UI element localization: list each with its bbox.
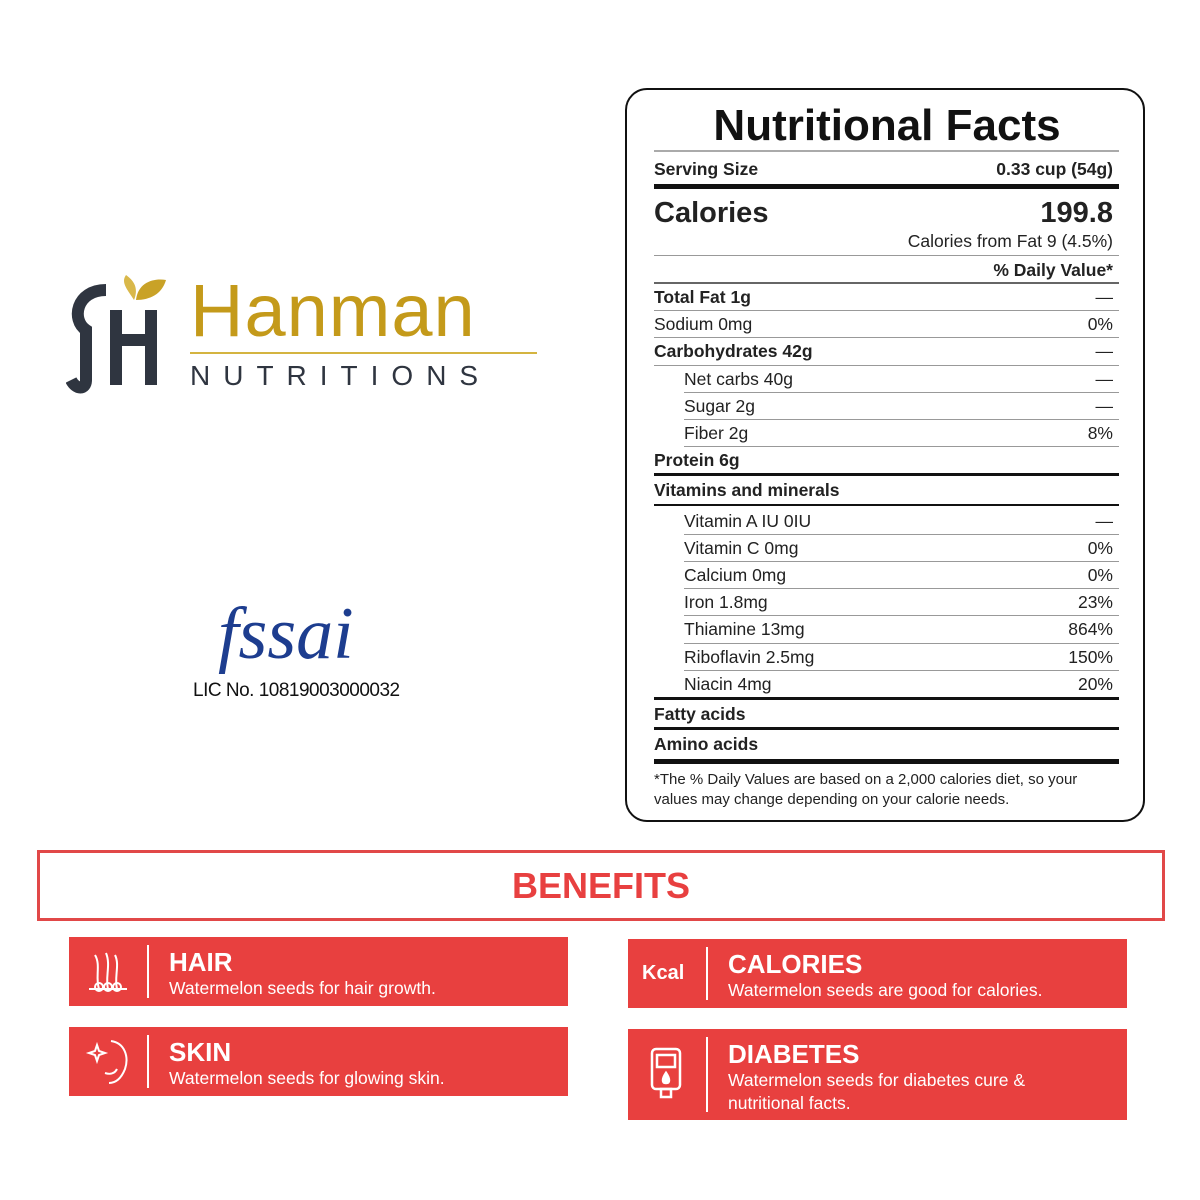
nutrient-value: 150% <box>1068 646 1113 667</box>
nutrient-value: 8% <box>1087 423 1113 443</box>
nutrient-label: Net carbs 40g <box>684 368 793 389</box>
brand-name: Hanman <box>190 269 476 352</box>
calories-value: 199.8 <box>1040 197 1113 229</box>
nutrient-value: — <box>1095 341 1114 362</box>
skin-icon <box>85 1040 128 1084</box>
benefit-card: SKIN Watermelon seeds for glowing skin. <box>69 1027 568 1096</box>
row-rule <box>654 364 1119 366</box>
daily-value-header: % Daily Value* <box>993 260 1113 280</box>
nutrient-label: Calcium 0mg <box>684 565 787 585</box>
nutrient-value: — <box>1095 395 1114 416</box>
nutrient-label: Protein 6g <box>654 450 740 471</box>
calories-from-fat: Calories from Fat 9 (4.5%) <box>907 231 1113 251</box>
nutrient-value: 23% <box>1077 592 1113 613</box>
nutrient-label: Carbohydrates 42g <box>654 341 813 362</box>
nutrient-label: Sugar 2g <box>684 395 756 416</box>
nutrient-label: Niacin 4mg <box>684 673 772 694</box>
nutrient-label: Sodium 0mg <box>654 314 753 335</box>
benefit-card: Kcal CALORIES Watermelon seeds are good … <box>628 939 1127 1008</box>
nutrient-value: 0% <box>1087 314 1113 335</box>
row-rule <box>684 561 1119 562</box>
rule <box>654 184 1119 189</box>
rule <box>654 697 1119 700</box>
benefit-text: Watermelon seeds for diabetes cure & nut… <box>728 1070 1025 1113</box>
benefit-title: HAIR <box>169 947 233 977</box>
nutrient-label: Fatty acids <box>654 704 746 724</box>
benefits-banner: BENEFITS <box>37 850 1165 921</box>
nutrition-panel: Nutritional Facts Serving Size 0.33 cup … <box>625 88 1145 822</box>
benefit-text: Watermelon seeds for hair growth. <box>169 978 436 998</box>
nutrient-label: Vitamin A IU 0IU <box>684 510 812 531</box>
benefit-card: HAIR Watermelon seeds for hair growth. <box>69 937 568 1006</box>
serving-label: Serving Size <box>654 159 759 179</box>
rule <box>654 727 1119 730</box>
calories-label: Calories <box>654 197 769 229</box>
row-rule <box>684 642 1119 644</box>
nutrient-label: Fiber 2g <box>684 423 749 443</box>
nutrient-label: Vitamins and minerals <box>654 480 840 501</box>
row-rule <box>654 310 1119 312</box>
footnote: *The % Daily Values are based on a 2,000… <box>654 771 1078 808</box>
nutrient-value: — <box>1095 287 1114 307</box>
benefit-card: DIABETES Watermelon seeds for diabetes c… <box>628 1029 1127 1120</box>
nutrient-value: 0% <box>1087 537 1113 558</box>
license-number: LIC No. 10819003000032 <box>193 680 400 701</box>
row-rule <box>684 615 1119 617</box>
fssai-mark: fssai <box>218 593 354 675</box>
nutrition-title: Nutritional Facts <box>713 101 1061 150</box>
benefit-text: Watermelon seeds for glowing skin. <box>169 1068 445 1088</box>
row-rule <box>684 419 1119 420</box>
rule <box>654 759 1119 765</box>
nutrient-value: — <box>1095 510 1114 531</box>
nutrient-label: Total Fat 1g <box>654 287 751 307</box>
nutrient-value: — <box>1095 368 1114 389</box>
row-rule <box>684 533 1119 535</box>
brand-rule <box>190 352 537 354</box>
brand-tagline: NUTRITIONS <box>190 360 492 391</box>
benefits-title: BENEFITS <box>511 865 690 906</box>
logo-icon <box>66 275 166 394</box>
rule <box>654 503 1119 507</box>
row-rule <box>654 337 1119 339</box>
row-rule <box>684 446 1119 448</box>
hair-icon <box>89 952 127 992</box>
kcal-icon: Kcal <box>642 962 685 984</box>
nutrient-value: 20% <box>1077 673 1113 694</box>
nutrient-label: Riboflavin 2.5mg <box>684 646 815 667</box>
benefit-text: Watermelon seeds are good for calories. <box>728 980 1043 1000</box>
nutrient-value: 0% <box>1087 565 1113 585</box>
nutrient-label: Iron 1.8mg <box>684 592 768 613</box>
nutrient-label: Thiamine 13mg <box>684 619 805 640</box>
row-rule <box>684 391 1119 393</box>
rule <box>654 473 1119 476</box>
glucometer-icon <box>650 1047 682 1099</box>
benefit-title: SKIN <box>169 1037 232 1067</box>
nutrient-label: Amino acids <box>654 734 759 755</box>
row-rule <box>684 588 1119 590</box>
row-rule <box>684 669 1119 671</box>
benefit-title: DIABETES <box>728 1039 860 1069</box>
serving-value: 0.33 cup (54g) <box>996 159 1113 179</box>
nutrient-label: Vitamin C 0mg <box>684 537 799 558</box>
benefit-title: CALORIES <box>728 949 863 979</box>
nutrient-value: 864% <box>1068 619 1113 640</box>
